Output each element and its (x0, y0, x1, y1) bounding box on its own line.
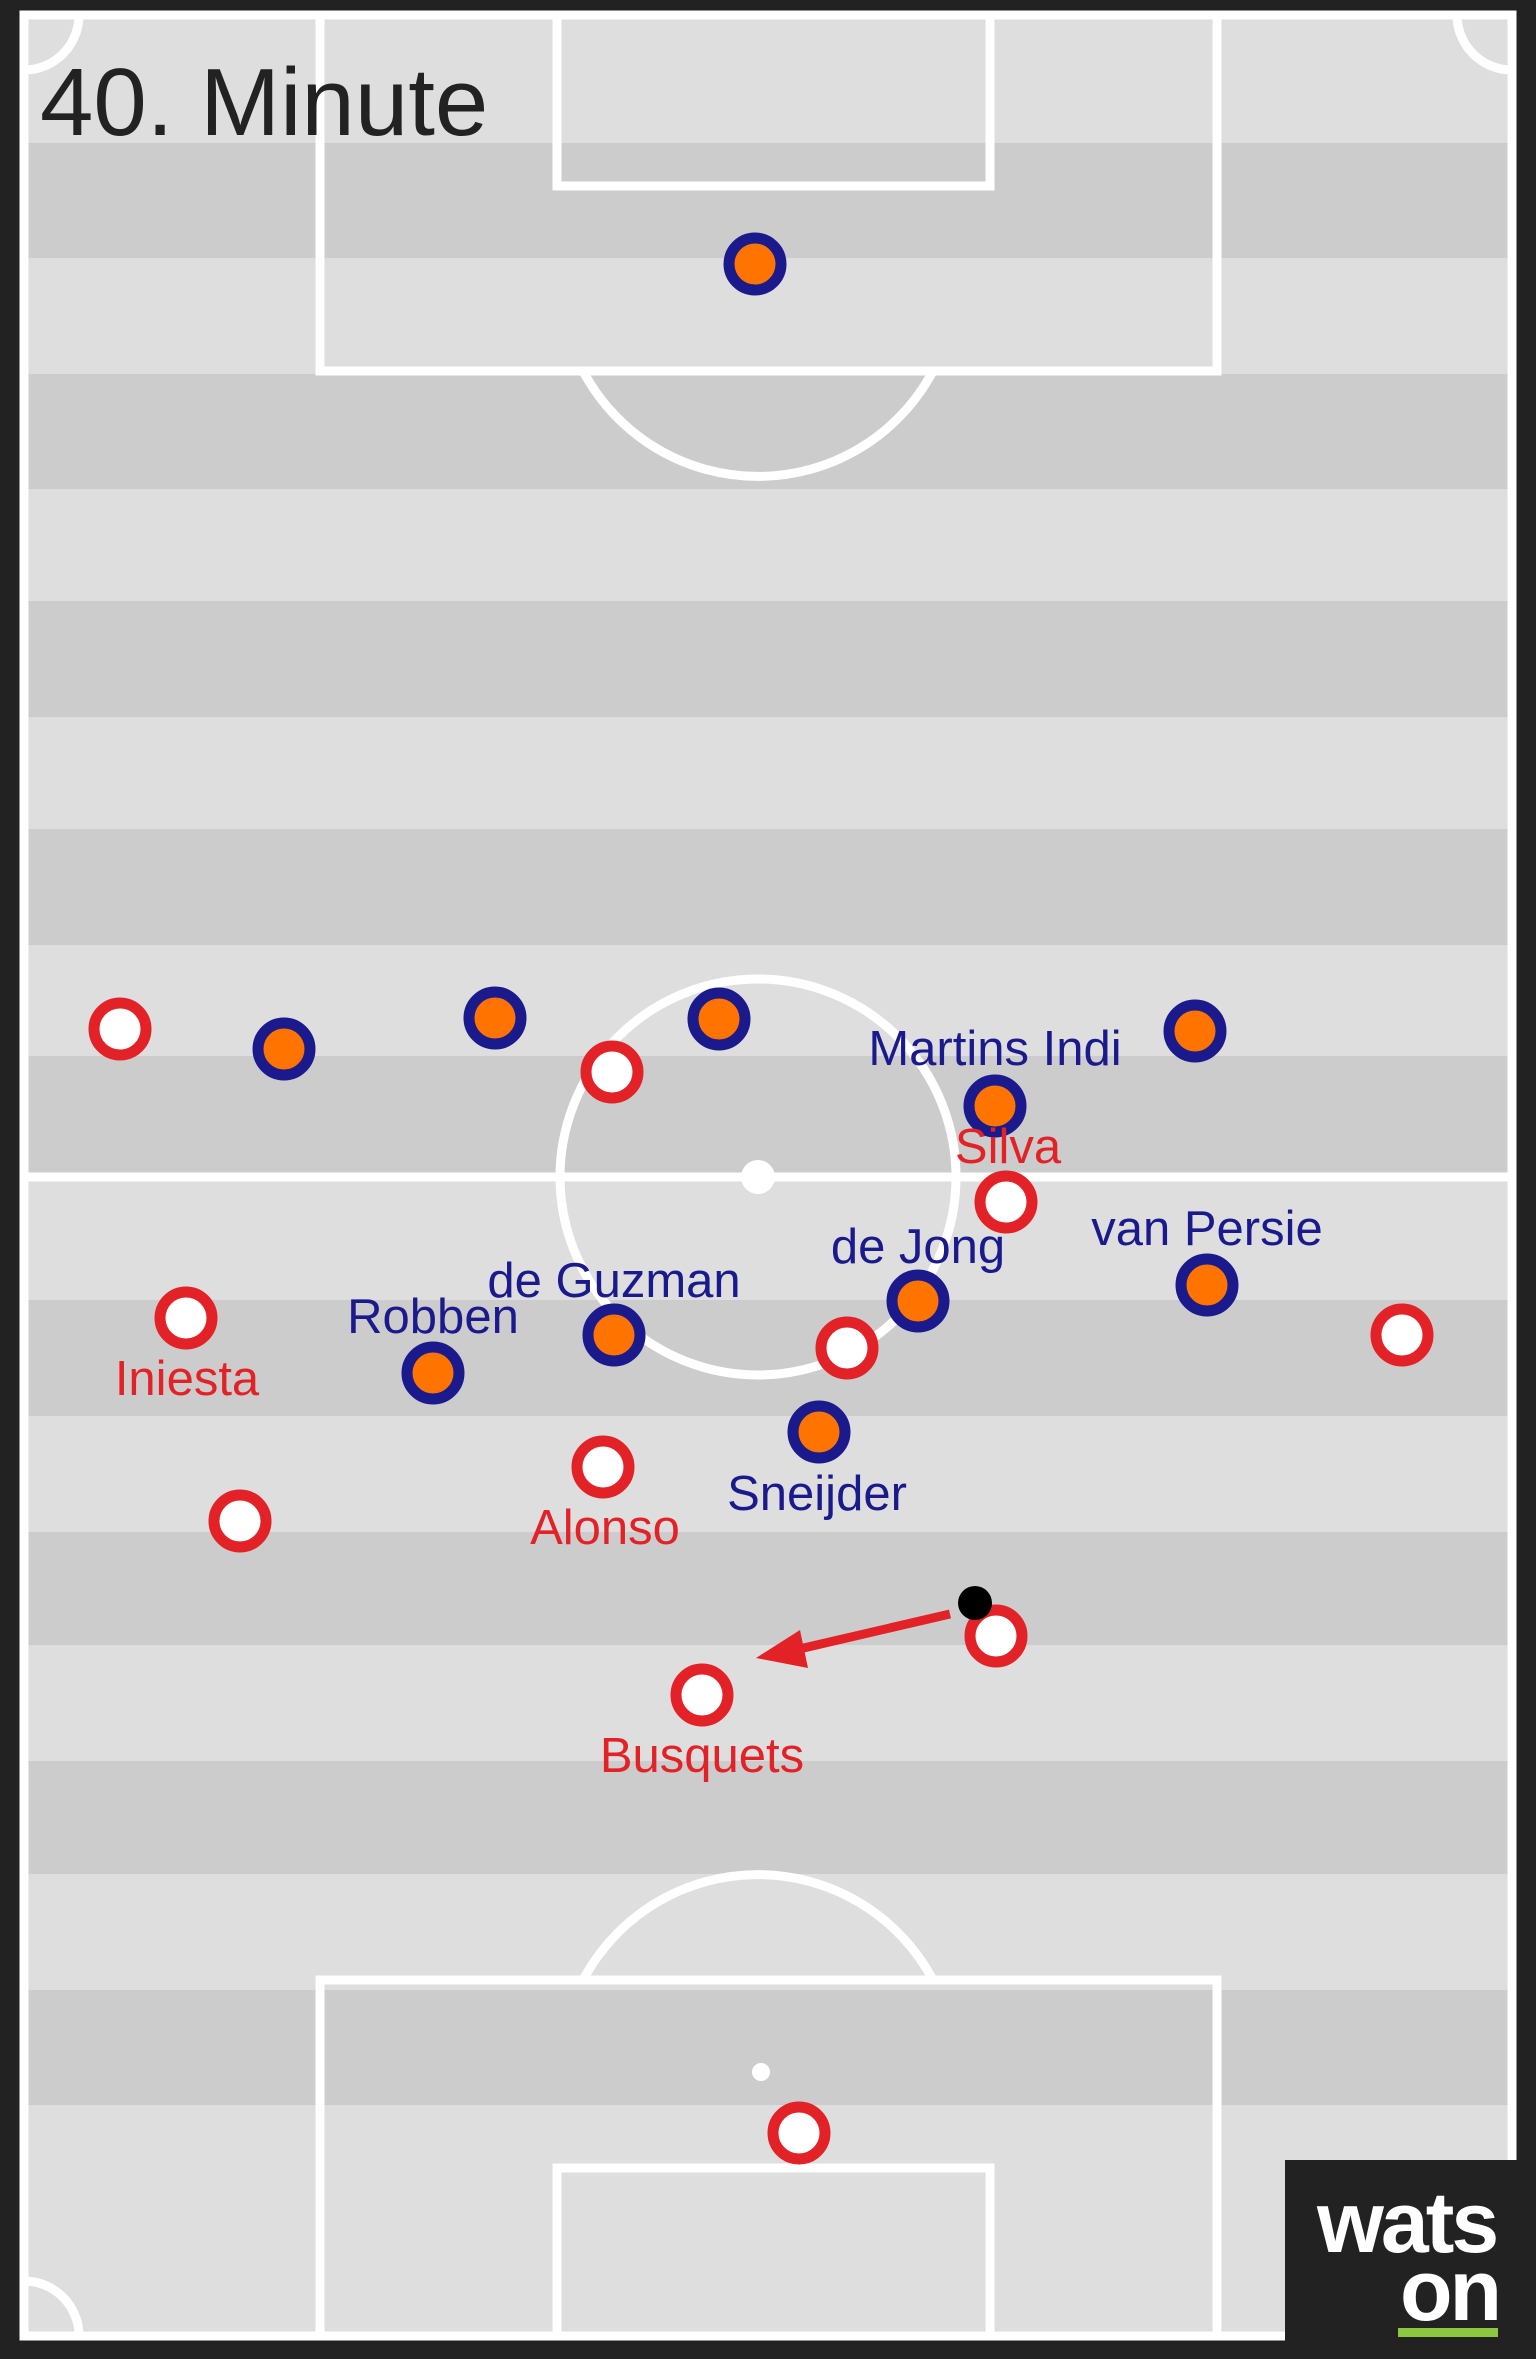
pitch-stripe (24, 374, 1512, 489)
blue-player-marker (723, 232, 787, 296)
blue-player-marker (963, 1074, 1027, 1138)
red-player-marker (154, 1286, 218, 1350)
blue-player-marker (1175, 1253, 1239, 1317)
pitch-stripe (24, 15, 1512, 143)
red-player-label: Alonso (530, 1501, 680, 1555)
penalty-spot-bottom (752, 2063, 770, 2081)
pitch-stripe (24, 1645, 1512, 1761)
bottom-penalty-arc (579, 1870, 937, 1983)
pass-arrow-head (756, 1630, 808, 1668)
minute-title: 40. Minute (40, 49, 488, 156)
red-player-marker (88, 997, 152, 1061)
red-player-marker (767, 2101, 831, 2165)
pitch-stripe (24, 829, 1512, 945)
blue-player-label: Robben (347, 1290, 519, 1344)
top-goal-area (552, 10, 995, 191)
pitch-stripe (24, 489, 1512, 601)
pitch-stripe (24, 1416, 1512, 1532)
corner-arc-bottom-left (23, 2276, 84, 2337)
pitch-stripe (24, 717, 1512, 829)
center-spot (741, 1160, 775, 1194)
pitch-stripe (24, 1874, 1512, 1990)
pitch-stripe (24, 1990, 1512, 2105)
blue-player-marker (687, 987, 751, 1051)
pitch-stripe (24, 1056, 1512, 1177)
logo-underline (1398, 2328, 1498, 2337)
blue-player-label: de Guzman (487, 1254, 740, 1308)
red-player-marker (580, 1040, 644, 1104)
red-player-marker (974, 1170, 1038, 1234)
logo-text-line2: on (1400, 2243, 1499, 2339)
blue-player-marker (463, 986, 527, 1050)
pitch-stripes (24, 15, 1512, 2336)
pass-arrow-shaft (793, 1609, 952, 1655)
blue-player-marker (252, 1017, 316, 1081)
blue-player-label: Martins Indi (868, 1022, 1121, 1076)
pitch-stripe (24, 601, 1512, 717)
red-player-marker (1370, 1303, 1434, 1367)
watson-logo: wats on (1285, 2160, 1521, 2359)
top-penalty-arc (579, 368, 937, 481)
red-player-marker (571, 1435, 635, 1499)
red-player-marker (208, 1489, 272, 1553)
logo-text-line1: wats (1316, 2175, 1496, 2271)
bottom-goal-area (552, 2163, 995, 2341)
pitch-stripe (24, 945, 1512, 1056)
blue-player-label: de Jong (831, 1220, 1005, 1274)
red-player-label: Iniesta (115, 1352, 260, 1406)
pitch-stripe (24, 1532, 1512, 1645)
pitch-stripe (24, 1300, 1512, 1416)
blue-player-marker (401, 1341, 465, 1405)
red-player-marker (670, 1663, 734, 1727)
red-player-label: Busquets (600, 1729, 804, 1783)
ball (958, 1586, 992, 1620)
blue-player-marker (1163, 999, 1227, 1063)
pitch-stripe (24, 2105, 1512, 2336)
blue-player-marker (787, 1400, 851, 1464)
red-player-marker (964, 1604, 1028, 1668)
corner-arc-top-left (23, 14, 84, 75)
logo-background (1285, 2160, 1521, 2359)
blue-player-marker (582, 1303, 646, 1367)
red-player-label: Silva (955, 1120, 1062, 1174)
blue-player-label: van Persie (1091, 1202, 1323, 1256)
ball-arrow (756, 1609, 952, 1668)
corner-arc-top-right (1452, 14, 1513, 75)
center-circle (555, 974, 961, 1380)
blue-player-marker (886, 1269, 950, 1333)
blue-player-label: Sneijder (727, 1467, 907, 1521)
pitch-stripe (24, 1177, 1512, 1300)
pitch-stripe (24, 1761, 1512, 1874)
red-player-marker (815, 1316, 879, 1380)
